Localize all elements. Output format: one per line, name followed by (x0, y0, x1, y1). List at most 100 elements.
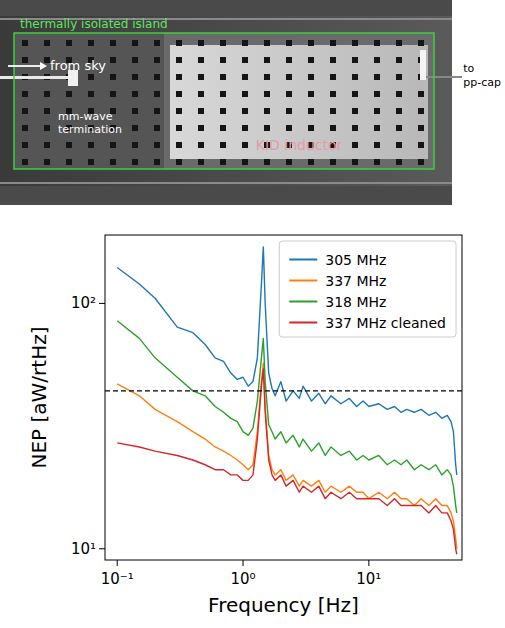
etch-hole (352, 108, 358, 114)
x-tick (117, 560, 118, 566)
etch-hole (198, 40, 204, 46)
island-membrane (14, 33, 434, 169)
etch-hole (154, 74, 160, 80)
capacitor-lead (420, 50, 426, 80)
legend-label: 337 MHz cleaned (325, 315, 446, 331)
etch-hole (220, 91, 226, 97)
etch-hole (374, 108, 380, 114)
legend-label: 337 MHz (325, 273, 386, 289)
etch-hole (308, 40, 314, 46)
etch-hole (396, 91, 402, 97)
etch-hole (44, 40, 50, 46)
etch-hole (352, 57, 358, 63)
etch-hole (418, 91, 424, 97)
etch-hole (264, 125, 270, 131)
etch-hole (220, 159, 226, 165)
etch-hole (132, 159, 138, 165)
etch-hole (352, 74, 358, 80)
etch-hole (22, 142, 28, 148)
etch-hole (220, 108, 226, 114)
etch-hole (110, 40, 116, 46)
y-tick (99, 303, 105, 304)
etch-hole (264, 91, 270, 97)
etch-hole (44, 125, 50, 131)
etch-hole (308, 108, 314, 114)
etch-hole (44, 91, 50, 97)
etch-hole (176, 74, 182, 80)
x-axis-title: Frequency [Hz] (208, 593, 359, 617)
etch-hole (242, 125, 248, 131)
y-axis-title: NEP [aW/rtHz] (27, 327, 51, 469)
etch-hole (396, 159, 402, 165)
etch-hole (286, 40, 292, 46)
arrow-head (40, 62, 47, 70)
etch-hole (88, 40, 94, 46)
etch-hole (44, 108, 50, 114)
etch-hole (352, 91, 358, 97)
etch-hole (242, 142, 248, 148)
etch-hole (286, 57, 292, 63)
etch-hole (330, 159, 336, 165)
etch-hole (220, 74, 226, 80)
etch-hole (264, 57, 270, 63)
etch-hole (198, 159, 204, 165)
etch-hole (418, 159, 424, 165)
etch-hole (110, 74, 116, 80)
x-tick (368, 560, 369, 566)
etch-hole (242, 91, 248, 97)
etch-hole (396, 74, 402, 80)
etch-hole (308, 91, 314, 97)
etch-hole (396, 142, 402, 148)
etch-hole (374, 57, 380, 63)
etch-hole (154, 57, 160, 63)
etch-hole (198, 74, 204, 80)
output-line (426, 76, 462, 78)
island-label: thermally isolated island (20, 17, 168, 31)
etch-hole (176, 159, 182, 165)
etch-hole (396, 57, 402, 63)
etch-hole (330, 57, 336, 63)
reference-line (105, 390, 462, 391)
etch-hole (286, 125, 292, 131)
label-line: termination (58, 123, 122, 136)
etch-hole (44, 159, 50, 165)
etch-hole (66, 159, 72, 165)
etch-hole (110, 159, 116, 165)
micrograph-band (0, 186, 452, 205)
inductor-label: KID inductor (256, 137, 343, 153)
legend-swatch (289, 259, 317, 261)
etch-hole (264, 74, 270, 80)
etch-hole (418, 125, 424, 131)
etch-hole (132, 91, 138, 97)
etch-hole (132, 125, 138, 131)
legend-box (279, 241, 456, 337)
etch-hole (22, 159, 28, 165)
etch-hole (396, 125, 402, 131)
etch-hole (374, 125, 380, 131)
etch-hole (22, 57, 28, 63)
etch-hole (198, 91, 204, 97)
legend-swatch (289, 280, 317, 282)
etch-hole (22, 108, 28, 114)
etch-hole (264, 159, 270, 165)
y-tick (99, 548, 105, 549)
etch-hole (352, 142, 358, 148)
etch-hole (22, 40, 28, 46)
etch-hole (44, 142, 50, 148)
arrow-shaft (8, 65, 40, 67)
etch-hole (396, 40, 402, 46)
etch-hole (242, 40, 248, 46)
etch-hole (22, 125, 28, 131)
x-tick (243, 560, 244, 566)
etch-hole (374, 40, 380, 46)
etch-hole (176, 91, 182, 97)
etch-hole (88, 91, 94, 97)
etch-hole (418, 40, 424, 46)
series-line (117, 369, 457, 554)
etch-hole (264, 40, 270, 46)
etch-hole (176, 108, 182, 114)
island-dark-region (14, 33, 164, 169)
etch-hole (264, 108, 270, 114)
arrow-label: from sky (50, 58, 106, 73)
feed-line (0, 76, 72, 79)
